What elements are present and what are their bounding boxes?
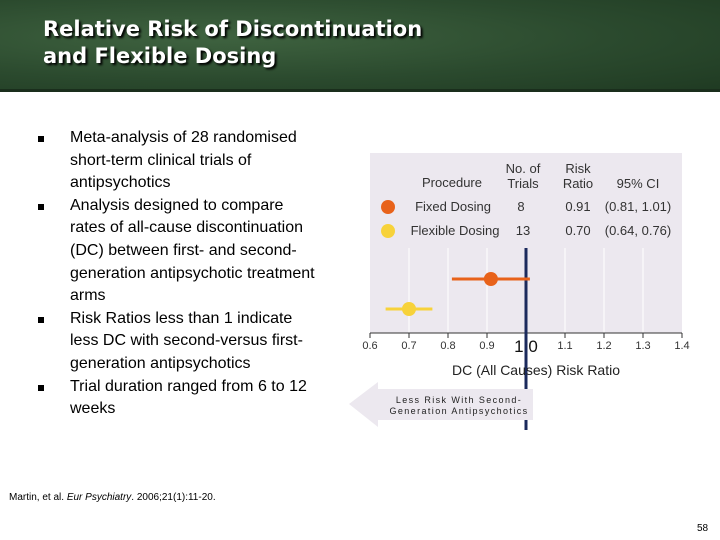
bullet-square-icon — [38, 384, 44, 391]
citation-authors: Martin, et al. — [9, 492, 67, 503]
x-axis-label: DC (All Causes) Risk Ratio — [452, 362, 620, 378]
x-tick-label: 0.7 — [401, 340, 416, 352]
x-tick-label: 1.4 — [674, 340, 689, 352]
series-group — [385, 272, 530, 316]
x-tick-label: 1.1 — [557, 340, 572, 352]
page-number: 58 — [697, 523, 709, 534]
bullet-text: Risk Ratios less than 1 indicate less DC… — [70, 309, 303, 372]
header-procedure: Procedure — [422, 175, 482, 190]
fixed-dosing-trials: 8 — [517, 199, 524, 214]
header-ci: 95% CI — [617, 176, 660, 191]
bullet-item: Trial duration ranged from 6 to 12 weeks — [38, 376, 323, 421]
header-ratio-line1: Risk — [565, 161, 591, 176]
bullet-square-icon — [38, 316, 44, 323]
arrow-label-line-2: Generation Antipsychotics — [389, 406, 528, 416]
bullet-square-icon — [38, 203, 44, 210]
header-trials-line1: No. of — [506, 161, 541, 176]
bullet-item: Analysis designed to compare rates of al… — [38, 195, 323, 308]
bullet-square-icon — [38, 136, 44, 142]
bullet-item: Risk Ratios less than 1 indicate less DC… — [38, 308, 323, 376]
arrow-label-line-1: Less Risk With Second- — [396, 395, 522, 405]
citation-details: . 2006;21(1):11-20. — [131, 492, 216, 503]
header-ratio-line2: Ratio — [563, 176, 593, 191]
bullet-text: Analysis designed to compare rates of al… — [70, 196, 315, 305]
flexible-dosing-ci: (0.64, 0.76) — [605, 223, 672, 238]
title-line-2: and Flexible Dosing — [43, 44, 277, 68]
estimate-point — [483, 272, 498, 286]
bullet-text: Meta-analysis of 28 randomised short-ter… — [70, 129, 297, 192]
header-divider — [0, 89, 720, 92]
estimate-point — [402, 302, 416, 316]
citation: Martin, et al. Eur Psychiatry. 2006;21(1… — [9, 492, 216, 503]
fixed-dosing-legend-marker — [381, 200, 395, 214]
title-line-1: Relative Risk of Discontinuation — [43, 17, 423, 41]
x-tick-label: 0.9 — [479, 340, 494, 352]
flexible-dosing-ratio: 0.70 — [565, 223, 590, 238]
bullet-item: Meta-analysis of 28 randomised short-ter… — [38, 127, 323, 195]
x-tick-label: 0.8 — [440, 340, 455, 352]
flexible-dosing-legend-marker — [381, 224, 395, 238]
flexible-dosing-trials: 13 — [516, 223, 530, 238]
header-trials-line2: Trials — [507, 176, 539, 191]
x-tick-label: 1.2 — [596, 340, 611, 352]
bullet-text: Trial duration ranged from 6 to 12 weeks — [70, 377, 307, 418]
grid-lines — [408, 248, 644, 333]
fixed-dosing-ci: (0.81, 1.01) — [605, 199, 672, 214]
x-tick-label: 1.3 — [635, 340, 650, 352]
less-risk-arrow — [349, 382, 533, 427]
flexible-dosing-label: Flexible Dosing — [411, 223, 500, 238]
table-panel — [370, 153, 682, 248]
slide-title: Relative Risk of Discontinuation and Fle… — [43, 16, 422, 70]
bullet-list: Meta-analysis of 28 randomised short-ter… — [38, 127, 323, 421]
fixed-dosing-label: Fixed Dosing — [415, 199, 491, 214]
fixed-dosing-ratio: 0.91 — [565, 199, 590, 214]
slide-header — [0, 0, 720, 92]
citation-journal: Eur Psychiatry — [66, 492, 132, 503]
x-tick-label: 0.6 — [362, 340, 377, 352]
